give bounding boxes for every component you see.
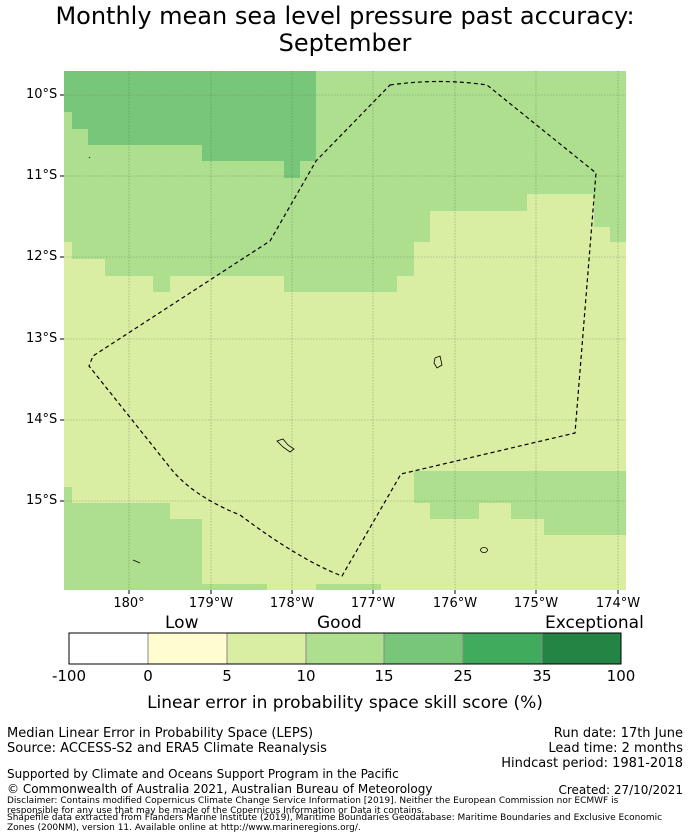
title-line-2: September <box>278 29 412 57</box>
island-1 <box>433 355 443 369</box>
copyright-text: © Commonwealth of Australia 2021, Austra… <box>7 782 433 796</box>
grid-lines <box>64 71 626 590</box>
islands <box>88 156 488 564</box>
disclaimer-line-4: Zones (200NM), version 11. Available onl… <box>7 823 361 833</box>
lon-label-177w: 177°W <box>350 596 396 611</box>
colorbar-segment-6 <box>463 633 542 664</box>
colorbar-segment-5 <box>384 633 463 664</box>
colorbar-tick: 0 <box>143 667 153 685</box>
run-date: Run date: 17th June <box>553 726 683 741</box>
lon-label-174w: 174°W <box>595 596 641 611</box>
colorbar-category-good: Good <box>317 613 362 633</box>
lat-label-14s: 14°S <box>26 412 58 427</box>
lon-label-180: 180° <box>113 596 145 611</box>
skill-field-very-good <box>64 71 316 178</box>
colorbar-segment-3 <box>227 633 306 664</box>
lead-time: Lead time: 2 months <box>548 741 683 756</box>
disclaimer-line-2: responsible for any use that may be made… <box>7 806 425 816</box>
support-text: Supported by Climate and Oceans Support … <box>7 767 399 781</box>
colorbar-tick: 10 <box>296 667 316 685</box>
colorbar-tick: 100 <box>606 667 636 685</box>
eez-boundary <box>88 80 597 577</box>
lon-label-178w: 178°W <box>269 596 315 611</box>
colorbar-category-exceptional: Exceptional <box>545 613 644 633</box>
lon-label-179w: 179°W <box>188 596 234 611</box>
created-date: Created: 27/10/2021 <box>558 783 683 797</box>
island-5 <box>88 156 91 159</box>
title-line-1: Monthly mean sea level pressure past acc… <box>55 2 635 30</box>
colorbar-segment-2 <box>148 633 227 664</box>
island-2 <box>276 438 295 453</box>
lat-label-10s: 10°S <box>26 87 58 102</box>
lat-label-12s: 12°S <box>26 249 58 264</box>
colorbar-tick: 5 <box>222 667 232 685</box>
colorbar-segment-7 <box>542 633 621 664</box>
lat-label-13s: 13°S <box>26 331 58 346</box>
colorbar <box>68 632 622 665</box>
colorbar-tick: 15 <box>374 667 394 685</box>
method-text: Median Linear Error in Probability Space… <box>7 726 314 741</box>
axis-ticks <box>60 94 619 594</box>
lat-label-15s: 15°S <box>26 493 58 508</box>
colorbar-segment-1 <box>69 633 148 664</box>
island-3 <box>480 547 488 553</box>
map <box>60 71 626 665</box>
source-text: Source: ACCESS-S2 and ERA5 Climate Reana… <box>7 741 327 756</box>
colorbar-segment-4 <box>306 633 384 664</box>
colorbar-tick: -100 <box>51 667 87 685</box>
colorbar-label: Linear error in probability space skill … <box>147 693 543 713</box>
hindcast-period: Hindcast period: 1981-2018 <box>501 756 683 771</box>
colorbar-tick: 35 <box>532 667 552 685</box>
lon-label-175w: 175°W <box>513 596 559 611</box>
disclaimer-line-1: Disclaimer: Contains modified Copernicus… <box>7 796 619 806</box>
island-4 <box>132 559 141 564</box>
lon-label-176w: 176°W <box>432 596 478 611</box>
colorbar-frame <box>68 632 622 665</box>
colorbar-category-low: Low <box>165 613 199 633</box>
disclaimer-line-3: Shapefile data extracted from Flanders M… <box>7 813 663 823</box>
colorbar-tick: 25 <box>453 667 473 685</box>
lat-label-11s: 11°S <box>26 168 58 183</box>
